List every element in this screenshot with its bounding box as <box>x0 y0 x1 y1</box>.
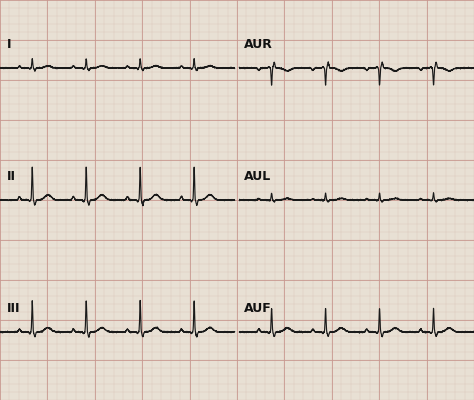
Text: AUF: AUF <box>244 302 272 315</box>
Text: AUR: AUR <box>244 38 273 51</box>
Text: AUL: AUL <box>244 170 271 183</box>
Text: III: III <box>7 302 20 315</box>
Text: I: I <box>7 38 11 51</box>
Text: II: II <box>7 170 16 183</box>
